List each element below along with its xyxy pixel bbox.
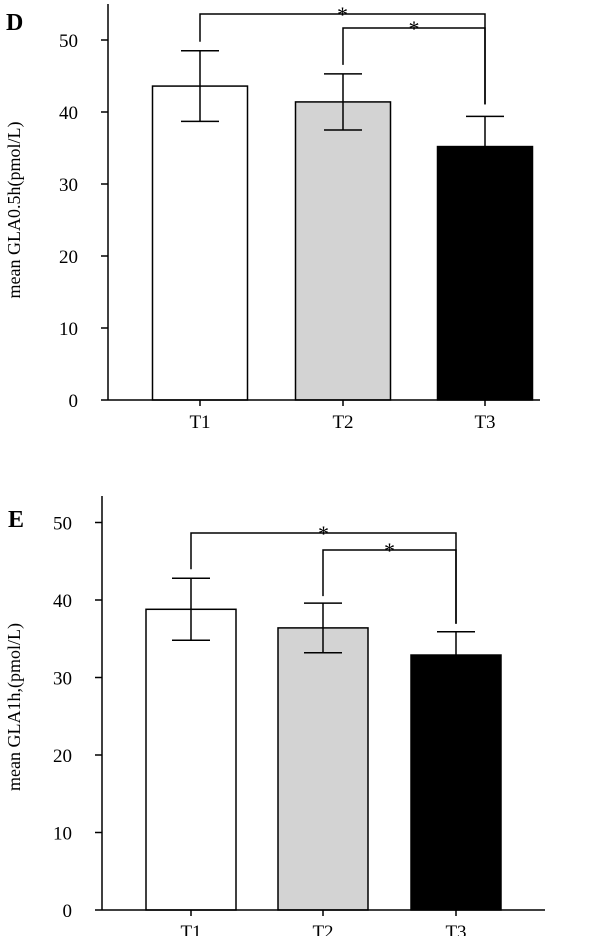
panel-letter: D — [6, 10, 23, 36]
y-tick-label: 20 — [59, 247, 78, 268]
y-tick-label: 50 — [53, 514, 72, 535]
y-axis-label: mean GLA1h,(pmol/L) — [4, 623, 25, 791]
significance-bracket — [342, 27, 486, 105]
x-tick-label-t3: T3 — [474, 412, 495, 433]
y-tick-label: 0 — [63, 901, 73, 922]
significance-star: * — [409, 16, 420, 41]
y-tick-label: 30 — [53, 669, 72, 690]
significance-bracket — [322, 549, 457, 624]
x-tick-label-t2: T2 — [312, 922, 333, 936]
bar-t1 — [145, 608, 237, 911]
x-tick-label-t2: T2 — [332, 412, 353, 433]
y-tick-label: 20 — [53, 746, 72, 767]
y-tick-label: 30 — [59, 175, 78, 196]
significance-star: * — [337, 2, 348, 27]
error-bar-t2 — [304, 602, 342, 654]
bar-t3 — [410, 654, 502, 911]
bar-t3 — [436, 145, 534, 401]
error-bar-t3 — [466, 115, 504, 178]
x-tick-label-t1: T1 — [180, 922, 201, 936]
error-bar-t1 — [181, 50, 219, 123]
y-axis-label: mean GLA0.5h(pmol/L) — [4, 122, 25, 299]
bar-t2 — [294, 101, 392, 401]
x-tick-label-t3: T3 — [445, 922, 466, 936]
significance-star: * — [384, 538, 395, 563]
y-tick-label: 10 — [53, 824, 72, 845]
bar-t2 — [277, 627, 369, 911]
y-tick-label: 40 — [53, 591, 72, 612]
significance-star: * — [318, 521, 329, 546]
panel-letter: E — [8, 507, 24, 533]
x-tick-label-t1: T1 — [189, 412, 210, 433]
y-tick-label: 0 — [69, 391, 79, 412]
error-bar-t1 — [172, 577, 210, 642]
error-bar-t3 — [437, 631, 475, 680]
y-tick-label: 50 — [59, 31, 78, 52]
y-tick-label: 40 — [59, 103, 78, 124]
error-bar-t2 — [324, 73, 362, 131]
bar-t1 — [151, 85, 249, 401]
y-tick-label: 10 — [59, 319, 78, 340]
